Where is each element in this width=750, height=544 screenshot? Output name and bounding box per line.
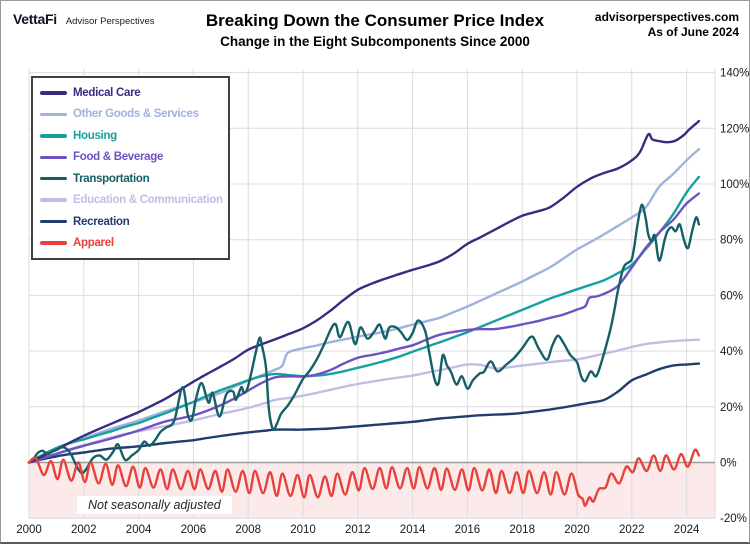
legend-item-other-goods-services: Other Goods & Services (40, 108, 226, 120)
not-seasonally-adjusted-note: Not seasonally adjusted (77, 496, 232, 514)
x-axis-tick-label: 2002 (71, 524, 97, 536)
legend-item-food-beverage: Food & Beverage (40, 151, 226, 163)
legend-swatch-icon (40, 198, 67, 202)
y-axis-tick-label: 100% (720, 179, 749, 191)
series-line-apparel (27, 448, 701, 507)
as-of-date: As of June 2024 (647, 25, 739, 39)
brand: VettaFi Advisor Perspectives (13, 11, 155, 27)
series-line-recreation (27, 362, 701, 464)
x-axis-tick-label: 2024 (674, 524, 700, 536)
legend-item-transportation: Transportation (40, 173, 226, 185)
x-axis-tick-label: 2018 (509, 524, 535, 536)
y-axis-tick-label: 60% (720, 290, 743, 302)
x-axis-tick-label: 2012 (345, 524, 371, 536)
x-axis-tick-label: 2000 (16, 524, 42, 536)
legend-label: Other Goods & Services (73, 108, 199, 121)
legend-label: Education & Communication (73, 194, 223, 207)
y-axis-tick-label: 120% (720, 123, 749, 135)
source-url: advisorperspectives.com (594, 10, 739, 24)
x-axis-tick-label: 2006 (181, 524, 207, 536)
chart-title: Breaking Down the Consumer Price Index (205, 11, 545, 30)
y-axis-tick-label: 80% (720, 235, 743, 247)
legend-label: Food & Beverage (73, 151, 164, 164)
legend-label: Transportation (73, 172, 150, 185)
legend-item-education-communication: Education & Communication (40, 194, 226, 206)
legend-swatch-icon (40, 219, 67, 224)
y-axis-tick-label: 140% (720, 68, 749, 80)
y-axis-tick-label: 20% (720, 402, 743, 414)
legend-swatch-icon (40, 176, 67, 181)
legend-label: Medical Care (73, 87, 141, 99)
x-axis-tick-label: 2010 (290, 524, 316, 536)
legend-item-medical-care: Medical Care (40, 87, 226, 99)
legend-item-recreation: Recreation (40, 216, 226, 228)
x-axis-tick-label: 2022 (619, 524, 645, 536)
chart-subtitle: Change in the Eight Subcomponents Since … (220, 34, 530, 49)
vettafi-logo: VettaFi (13, 11, 57, 27)
legend-item-apparel: Apparel (40, 237, 226, 249)
y-axis-tick-label: 40% (720, 346, 743, 358)
legend-swatch-icon (40, 134, 67, 138)
source-block: advisorperspectives.com As of June 2024 (595, 10, 739, 39)
x-axis-tick-label: 2008 (235, 524, 261, 536)
x-axis-tick-label: 2020 (564, 524, 590, 536)
series-line-medical-care (27, 119, 701, 464)
advisor-perspectives-label: Advisor Perspectives (65, 16, 155, 27)
legend-swatch-icon (40, 91, 67, 95)
legend-label: Apparel (73, 236, 114, 249)
series-line-transportation (27, 203, 701, 475)
legend-swatch-icon (40, 112, 67, 117)
page-header: VettaFi Advisor Perspectives Breaking Do… (1, 1, 749, 61)
y-axis-tick-label: 0% (720, 458, 737, 470)
series-line-housing (27, 175, 701, 464)
chart-legend: Medical Care Other Goods & Services Housin… (31, 76, 230, 260)
legend-swatch-icon (40, 155, 67, 160)
x-axis-tick-label: 2004 (126, 524, 152, 536)
x-axis-tick-label: 2016 (455, 524, 481, 536)
x-axis-tick-label: 2014 (400, 524, 426, 536)
legend-label: Recreation (73, 215, 130, 228)
series-line-food-beverage (27, 192, 701, 464)
legend-swatch-icon (40, 241, 67, 245)
legend-item-housing: Housing (40, 130, 226, 142)
y-axis-tick-label: -20% (720, 513, 747, 525)
legend-label: Housing (73, 129, 117, 142)
title-block: Breaking Down the Consumer Price Index C… (1, 1, 749, 49)
